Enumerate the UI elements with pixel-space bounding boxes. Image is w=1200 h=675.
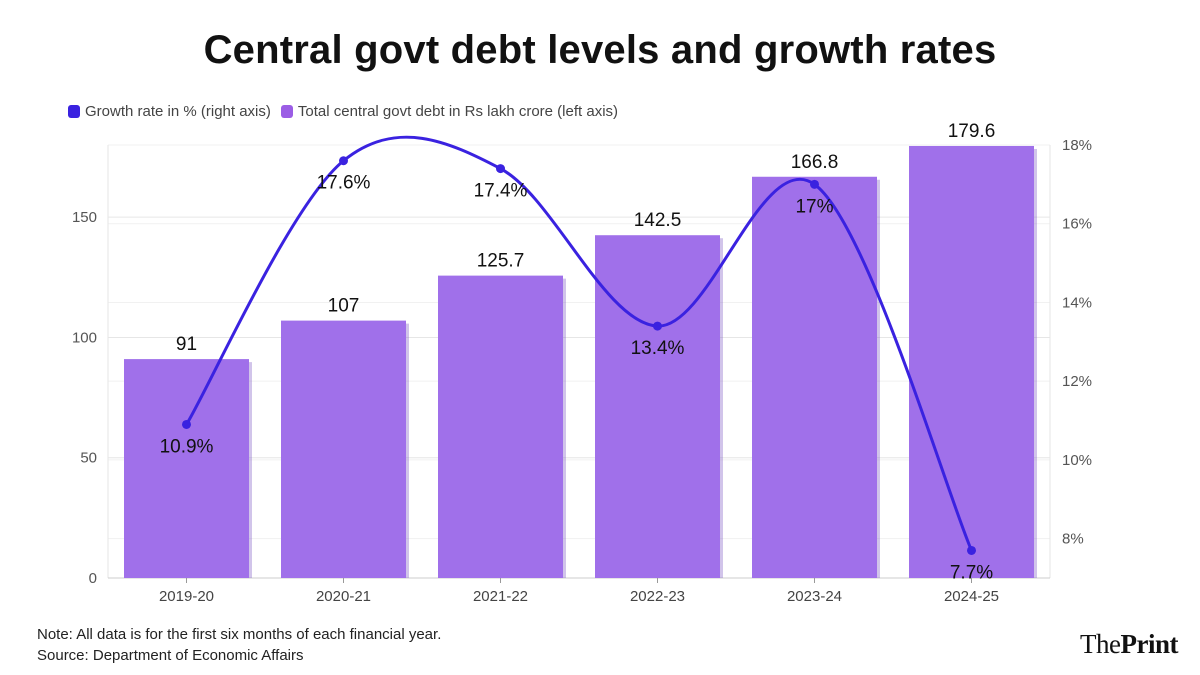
growth-rate-label: 17% <box>795 196 833 217</box>
growth-rate-label: 17.6% <box>317 173 371 194</box>
legend-item-growth-rate: Growth rate in % (right axis) <box>68 103 271 120</box>
y-right-tick-label: 8% <box>1062 531 1084 548</box>
chart-title: Central govt debt levels and growth rate… <box>203 28 997 72</box>
growth-rate-point <box>496 164 505 174</box>
x-tick-label: 2021-22 <box>473 588 528 605</box>
footer-source: Source: Department of Economic Affairs <box>37 647 304 664</box>
bar-2021-22 <box>438 275 563 578</box>
brand-logo: ThePrint <box>1080 629 1178 660</box>
bar-2023-24 <box>752 176 877 578</box>
growth-rate-label: 10.9% <box>160 436 214 457</box>
x-tick-label: 2022-23 <box>630 588 685 605</box>
growth-rate-point <box>182 419 191 429</box>
bar-value-label: 107 <box>328 296 360 317</box>
growth-rate-point <box>339 156 348 166</box>
bar-value-label: 91 <box>176 334 197 355</box>
legend-swatch-total-debt <box>280 105 293 118</box>
growth-rate-line <box>185 135 973 552</box>
bar-2020-21 <box>281 320 406 578</box>
growth-rate-point <box>810 179 819 189</box>
growth-rate-point <box>653 321 662 331</box>
x-tick-label: 2023-24 <box>787 588 842 605</box>
y-left-tick-label: 0 <box>89 570 97 587</box>
x-tick-label: 2024-25 <box>944 588 999 605</box>
brand-logo-part2: Print <box>1120 629 1179 659</box>
brand-logo-part1: The <box>1080 629 1121 659</box>
bar-value-label: 179.6 <box>948 121 996 142</box>
legend-swatch-growth-rate <box>68 105 80 118</box>
legend-item-total-debt: Total central govt debt in Rs lakh crore… <box>280 103 619 120</box>
y-left-tick-label: 100 <box>72 329 97 346</box>
y-right-tick-label: 10% <box>1062 452 1092 469</box>
growth-rate-label: 17.4% <box>474 181 528 202</box>
y-left-tick-label: 150 <box>72 209 97 226</box>
y-left-tick-label: 50 <box>80 450 97 467</box>
footer-note: Note: All data is for the first six mont… <box>37 626 442 643</box>
bar-2022-23 <box>595 235 720 579</box>
bar-2024-25 <box>909 145 1034 578</box>
growth-rate-point <box>967 545 976 555</box>
legend-label-growth-rate: Growth rate in % (right axis) <box>85 103 271 120</box>
x-tick-label: 2020-21 <box>316 588 371 605</box>
footer: Note: All data is for the first six mont… <box>37 624 441 666</box>
bar-value-label: 125.7 <box>477 251 525 272</box>
bar-2019-20 <box>124 359 249 578</box>
bar-value-label: 166.8 <box>791 152 839 173</box>
y-right-tick-label: 18% <box>1062 137 1092 154</box>
y-right-tick-label: 14% <box>1062 294 1092 311</box>
x-tick-label: 2019-20 <box>159 588 214 605</box>
growth-rate-label: 13.4% <box>631 338 685 359</box>
bar-value-label: 142.5 <box>634 210 682 231</box>
growth-rate-label: 7.7% <box>950 562 993 583</box>
y-right-tick-label: 16% <box>1062 216 1092 233</box>
y-right-tick-label: 12% <box>1062 373 1092 390</box>
chart-legend: Growth rate in % (right axis) Total cent… <box>68 103 628 120</box>
legend-label-total-debt: Total central govt debt in Rs lakh crore… <box>297 103 619 120</box>
